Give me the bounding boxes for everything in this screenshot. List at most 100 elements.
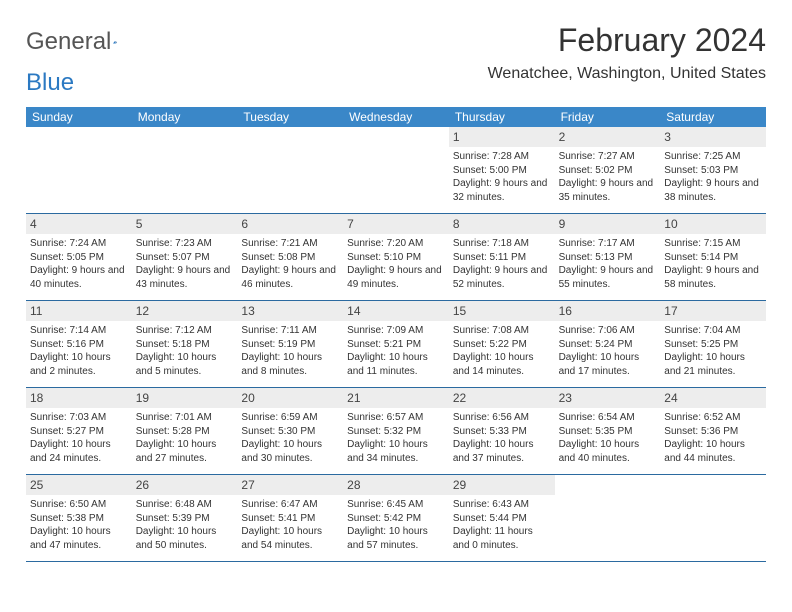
daylight-line: Daylight: 9 hours and 49 minutes.: [345, 264, 447, 291]
sunrise-line: Sunrise: 7:03 AM: [28, 411, 130, 425]
sunset-line: Sunset: 5:30 PM: [239, 425, 341, 439]
location-text: Wenatchee, Washington, United States: [488, 65, 766, 83]
daylight-line: Daylight: 10 hours and 8 minutes.: [239, 351, 341, 378]
weekday-cell: Wednesday: [343, 107, 449, 127]
sunset-line: Sunset: 5:27 PM: [28, 425, 130, 439]
sunset-line: Sunset: 5:02 PM: [557, 164, 659, 178]
day-number: 22: [449, 388, 555, 408]
daylight-line: Daylight: 10 hours and 5 minutes.: [134, 351, 236, 378]
sunrise-line: Sunrise: 7:04 AM: [662, 324, 764, 338]
logo: General: [26, 22, 137, 56]
daylight-line: Daylight: 10 hours and 57 minutes.: [345, 525, 447, 552]
day-number: 26: [132, 475, 238, 495]
day-cell: 7Sunrise: 7:20 AMSunset: 5:10 PMDaylight…: [343, 214, 449, 300]
day-cell: 29 Sunrise: 6:43 AMSunset: 5:44 PMDayligh…: [449, 475, 555, 561]
empty-cell: [237, 127, 343, 213]
day-cell: 6Sunrise: 7:21 AMSunset: 5:08 PMDaylight…: [237, 214, 343, 300]
sunset-line: Sunset: 5:33 PM: [451, 425, 553, 439]
day-cell: 13 Sunrise: 7:11 AMSunset: 5:19 PMDayligh…: [237, 301, 343, 387]
sunrise-line: Sunrise: 7:18 AM: [451, 237, 553, 251]
day-number: 1: [449, 127, 555, 147]
sunrise-line: Sunrise: 7:01 AM: [134, 411, 236, 425]
day-cell: 4Sunrise: 7:24 AMSunset: 5:05 PMDaylight…: [26, 214, 132, 300]
week-row: 1Sunrise: 7:28 AMSunset: 5:00 PMDaylight…: [26, 127, 766, 214]
sunset-line: Sunset: 5:03 PM: [662, 164, 764, 178]
day-number: 16: [555, 301, 661, 321]
sunrise-line: Sunrise: 6:47 AM: [239, 498, 341, 512]
sunset-line: Sunset: 5:21 PM: [345, 338, 447, 352]
day-cell: 26Sunrise: 6:48 AMSunset: 5:39 PMDayligh…: [132, 475, 238, 561]
day-cell: 18 Sunrise: 7:03 AMSunset: 5:27 PMDayligh…: [26, 388, 132, 474]
sunrise-line: Sunrise: 7:11 AM: [239, 324, 341, 338]
sunset-line: Sunset: 5:16 PM: [28, 338, 130, 352]
week-row: 25Sunrise: 6:50 AMSunset: 5:38 PMDayligh…: [26, 475, 766, 562]
day-number: 28: [343, 475, 449, 495]
daylight-line: Daylight: 10 hours and 47 minutes.: [28, 525, 130, 552]
day-cell: 27Sunrise: 6:47 AMSunset: 5:41 PMDayligh…: [237, 475, 343, 561]
daylight-line: Daylight: 10 hours and 54 minutes.: [239, 525, 341, 552]
sunrise-line: Sunrise: 6:56 AM: [451, 411, 553, 425]
sunrise-line: Sunrise: 6:54 AM: [557, 411, 659, 425]
sunset-line: Sunset: 5:36 PM: [662, 425, 764, 439]
sunrise-line: Sunrise: 7:20 AM: [345, 237, 447, 251]
sunrise-line: Sunrise: 6:57 AM: [345, 411, 447, 425]
empty-cell: [555, 475, 661, 561]
sunrise-line: Sunrise: 7:27 AM: [557, 150, 659, 164]
day-number: 15: [449, 301, 555, 321]
sunrise-line: Sunrise: 7:09 AM: [345, 324, 447, 338]
sunrise-line: Sunrise: 7:21 AM: [239, 237, 341, 251]
day-number: 8: [449, 214, 555, 234]
day-cell: 2Sunrise: 7:27 AMSunset: 5:02 PMDaylight…: [555, 127, 661, 213]
sunset-line: Sunset: 5:07 PM: [134, 251, 236, 265]
daylight-line: Daylight: 10 hours and 11 minutes.: [345, 351, 447, 378]
day-number: 13: [237, 301, 343, 321]
empty-cell: [660, 475, 766, 561]
sunset-line: Sunset: 5:14 PM: [662, 251, 764, 265]
empty-cell: [343, 127, 449, 213]
sunset-line: Sunset: 5:28 PM: [134, 425, 236, 439]
day-cell: 5Sunrise: 7:23 AMSunset: 5:07 PMDaylight…: [132, 214, 238, 300]
day-cell: 20Sunrise: 6:59 AMSunset: 5:30 PMDayligh…: [237, 388, 343, 474]
sunset-line: Sunset: 5:44 PM: [451, 512, 553, 526]
sunset-line: Sunset: 5:19 PM: [239, 338, 341, 352]
sunset-line: Sunset: 5:32 PM: [345, 425, 447, 439]
sunrise-line: Sunrise: 6:43 AM: [451, 498, 553, 512]
day-number: 20: [237, 388, 343, 408]
logo-text-blue: Blue: [26, 69, 74, 97]
daylight-line: Daylight: 9 hours and 52 minutes.: [451, 264, 553, 291]
daylight-line: Daylight: 10 hours and 14 minutes.: [451, 351, 553, 378]
weekday-cell: Tuesday: [237, 107, 343, 127]
sunrise-line: Sunrise: 7:12 AM: [134, 324, 236, 338]
sunrise-line: Sunrise: 6:52 AM: [662, 411, 764, 425]
day-number: 29: [449, 475, 555, 495]
day-cell: 8Sunrise: 7:18 AMSunset: 5:11 PMDaylight…: [449, 214, 555, 300]
weekday-cell: Saturday: [660, 107, 766, 127]
day-number: 12: [132, 301, 238, 321]
weeks-container: 1Sunrise: 7:28 AMSunset: 5:00 PMDaylight…: [26, 127, 766, 562]
sunrise-line: Sunrise: 7:28 AM: [451, 150, 553, 164]
day-cell: 17Sunrise: 7:04 AMSunset: 5:25 PMDayligh…: [660, 301, 766, 387]
sunrise-line: Sunrise: 7:15 AM: [662, 237, 764, 251]
daylight-line: Daylight: 10 hours and 40 minutes.: [557, 438, 659, 465]
sunrise-line: Sunrise: 7:25 AM: [662, 150, 764, 164]
title-block: February 2024 Wenatchee, Washington, Uni…: [488, 22, 766, 83]
daylight-line: Daylight: 10 hours and 24 minutes.: [28, 438, 130, 465]
week-row: 4Sunrise: 7:24 AMSunset: 5:05 PMDaylight…: [26, 214, 766, 301]
daylight-line: Daylight: 10 hours and 17 minutes.: [557, 351, 659, 378]
day-cell: 12Sunrise: 7:12 AMSunset: 5:18 PMDayligh…: [132, 301, 238, 387]
daylight-line: Daylight: 11 hours and 0 minutes.: [451, 525, 553, 552]
daylight-line: Daylight: 10 hours and 2 minutes.: [28, 351, 130, 378]
day-cell: 24Sunrise: 6:52 AMSunset: 5:36 PMDayligh…: [660, 388, 766, 474]
sunset-line: Sunset: 5:08 PM: [239, 251, 341, 265]
day-number: 3: [660, 127, 766, 147]
sunset-line: Sunset: 5:24 PM: [557, 338, 659, 352]
day-cell: 19Sunrise: 7:01 AMSunset: 5:28 PMDayligh…: [132, 388, 238, 474]
day-number: 18: [26, 388, 132, 408]
weekday-header-row: SundayMondayTuesdayWednesdayThursdayFrid…: [26, 107, 766, 127]
day-number: 25: [26, 475, 132, 495]
day-cell: 15Sunrise: 7:08 AMSunset: 5:22 PMDayligh…: [449, 301, 555, 387]
logo-triangle-icon: [113, 33, 117, 51]
sunset-line: Sunset: 5:05 PM: [28, 251, 130, 265]
sunrise-line: Sunrise: 7:14 AM: [28, 324, 130, 338]
day-number: 27: [237, 475, 343, 495]
